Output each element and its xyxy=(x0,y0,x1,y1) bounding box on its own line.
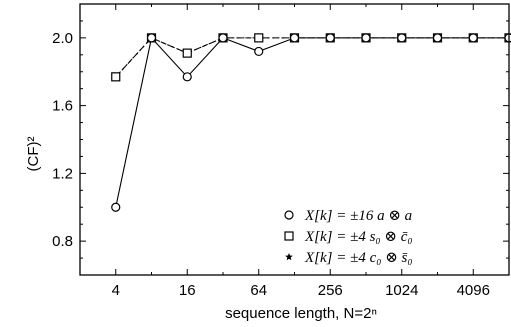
data-point-series-1 xyxy=(218,33,228,43)
series-lines xyxy=(115,36,509,208)
data-point-series-1 xyxy=(468,33,478,43)
y-tick-label: 0.8 xyxy=(52,233,73,250)
data-point-series-1 xyxy=(432,33,443,43)
x-axis-label: sequence length, N=2ⁿ xyxy=(225,305,377,322)
series-line-2 xyxy=(115,37,509,78)
y-tick-label: 2.0 xyxy=(52,30,73,47)
x-tick-label: 4 xyxy=(112,282,120,299)
data-point-series-1 xyxy=(289,33,300,43)
series-line-3 xyxy=(115,37,509,78)
tick-labels: 4 16 64 256 1024 4096 0.8 1.2 1.6 2.0 xyxy=(52,30,490,299)
data-point-series-2 xyxy=(111,72,121,82)
data-point-series-2 xyxy=(182,48,192,58)
y-tick-label: 1.2 xyxy=(52,165,73,182)
data-point-series-1 xyxy=(182,72,192,82)
x-tick-label: 16 xyxy=(179,282,196,299)
legend-marker-1 xyxy=(284,210,294,220)
legend-marker-3 xyxy=(285,252,293,261)
data-point-series-1 xyxy=(361,33,371,43)
x-tick-label: 1024 xyxy=(385,282,418,299)
legend: X[k] = ±16 a ⊗ a X[k] = ±4 s₀ ⊗ c̄₀ X[k] =… xyxy=(284,208,413,266)
plot-frame xyxy=(79,3,510,276)
x-tick-label: 4096 xyxy=(457,282,490,299)
x-tick-label: 64 xyxy=(250,282,267,299)
y-tick-label: 1.6 xyxy=(52,98,73,115)
legend-label-2: X[k] = ±4 s₀ ⊗ c̄₀ xyxy=(304,229,413,245)
legend-marker-2 xyxy=(284,231,294,241)
series-line-1 xyxy=(115,36,509,208)
data-point-series-1 xyxy=(254,46,264,57)
data-point-series-1 xyxy=(504,33,511,43)
legend-label-3: X[k] = ±4 c₀ ⊗ s̄₀ xyxy=(304,250,413,266)
y-axis-label: (CF)² xyxy=(25,137,42,172)
data-point-series-1 xyxy=(111,202,121,212)
data-point-series-2 xyxy=(254,33,264,43)
legend-label-1: X[k] = ±16 a ⊗ a xyxy=(304,208,412,224)
axis-ticks xyxy=(80,4,509,275)
data-point-series-1 xyxy=(325,33,335,43)
data-point-series-1 xyxy=(397,33,407,43)
data-point-series-1 xyxy=(146,33,157,43)
x-tick-label: 256 xyxy=(318,282,343,299)
